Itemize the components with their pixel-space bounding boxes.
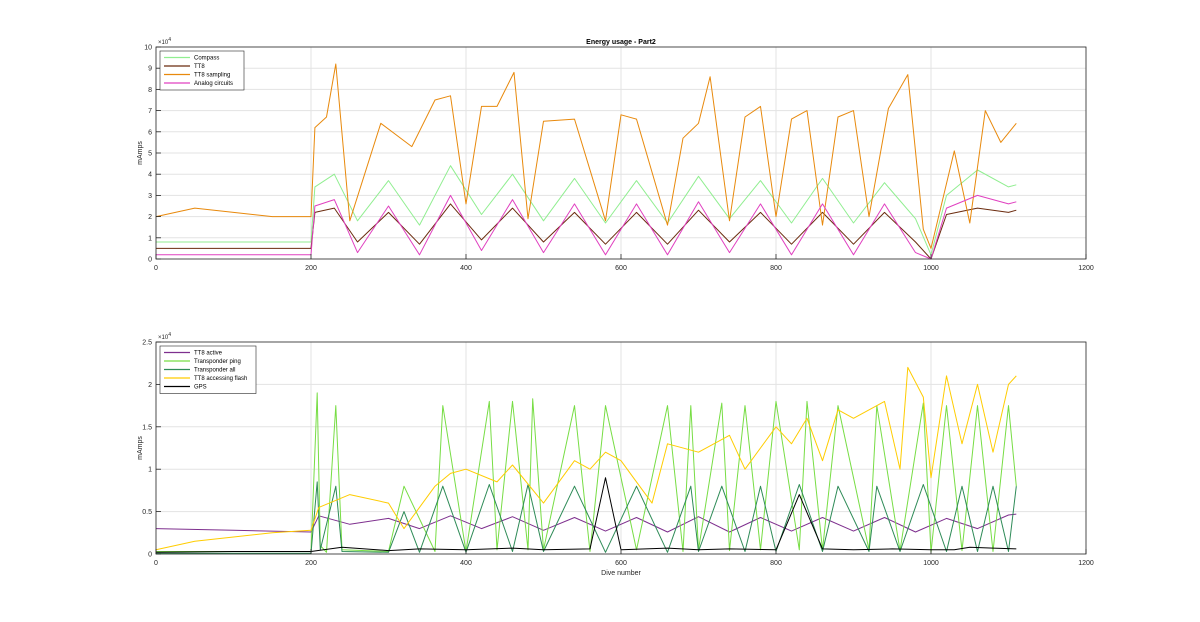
y-tick-label: 7 (148, 108, 152, 115)
y-axis-label: mAmps (137, 141, 144, 165)
y-tick-label: 1.5 (142, 424, 152, 431)
y-tick-label: 3 (148, 193, 152, 200)
series-line-compass (156, 165, 1017, 256)
legend-entry-label: Analog circuits (194, 81, 233, 87)
y-tick-label: 5 (148, 151, 152, 158)
x-tick-label: 1200 (1078, 560, 1094, 567)
legend-entry-label: Transponder all (194, 368, 235, 374)
legend-entry-label: TT8 sampling (194, 73, 230, 79)
x-tick-label: 1000 (923, 265, 939, 272)
legend-entry-label: TT8 active (194, 351, 223, 357)
y-tick-label: 0 (148, 552, 152, 559)
chart-title: Energy usage - Part2 (586, 39, 656, 46)
y-tick-label: 2 (148, 382, 152, 389)
legend-entry-label: GPS (194, 385, 207, 391)
y-tick-label: 9 (148, 66, 152, 73)
legend-entry-label: Transponder ping (194, 359, 241, 365)
x-tick-label: 1000 (923, 560, 939, 567)
legend-entry-label: TT8 (194, 64, 205, 70)
x-tick-label: 0 (154, 265, 158, 272)
x-tick-label: 800 (770, 560, 782, 567)
series-line-analog-circuits (156, 194, 1017, 260)
y-tick-label: 1 (148, 235, 152, 242)
x-tick-label: 200 (305, 265, 317, 272)
x-tick-label: 200 (305, 560, 317, 567)
x-axis-label: Dive number (601, 570, 641, 577)
series-line-tt8 (156, 203, 1017, 260)
x-tick-label: 800 (770, 265, 782, 272)
y-axis-label: mAmps (137, 436, 144, 460)
energy-usage-top-axes: 0 200 400 600 800 1000 1200 0 1 2 3 4 5 6 7 8 9 10 ×104 Ene… (137, 37, 1094, 272)
legend-entry-label: TT8 accessing flash (194, 376, 247, 382)
energy-usage-bottom-axes: 0 200 400 600 800 1000 1200 0 0.5 1 1.5 2 2.5 ×104 mAm… (137, 332, 1094, 577)
legend-entry-label: Compass (194, 56, 219, 62)
y-exponent-label: ×104 (158, 37, 171, 46)
y-tick-label: 0.5 (142, 509, 152, 516)
y-tick-label: 10 (144, 45, 152, 52)
x-tick-label: 600 (615, 265, 627, 272)
x-tick-label: 600 (615, 560, 627, 567)
y-exponent-superscript: 4 (168, 332, 171, 338)
series-line-transponder-ping (156, 392, 1017, 553)
y-tick-label: 2.5 (142, 340, 152, 347)
series-line-tt8-sampling (155, 63, 1017, 249)
series-line-tt8-accessing-flash (155, 366, 1017, 551)
x-tick-label: 400 (460, 560, 472, 567)
x-tick-label: 400 (460, 265, 472, 272)
y-tick-label: 2 (148, 214, 152, 221)
y-tick-label: 6 (148, 129, 152, 136)
y-tick-label: 1 (148, 467, 152, 474)
y-tick-label: 0 (148, 257, 152, 264)
series-line-tt8-active (155, 513, 1017, 533)
y-exponent-superscript: 4 (168, 37, 171, 43)
y-exponent-label: ×104 (158, 332, 171, 341)
x-tick-label: 0 (154, 560, 158, 567)
y-tick-label: 4 (148, 172, 152, 179)
y-tick-label: 8 (148, 87, 152, 94)
x-tick-label: 1200 (1078, 265, 1094, 272)
series-line-transponder-all (156, 481, 1017, 554)
